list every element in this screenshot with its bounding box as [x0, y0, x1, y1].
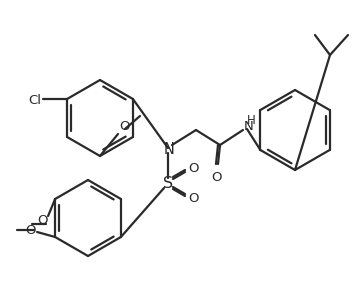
Text: O: O: [212, 171, 222, 184]
Text: H: H: [246, 113, 256, 127]
Text: N: N: [244, 120, 254, 134]
Text: O: O: [188, 192, 199, 204]
Text: O: O: [119, 120, 130, 133]
Text: S: S: [163, 177, 173, 192]
Text: O: O: [188, 163, 199, 175]
Text: Cl: Cl: [28, 94, 41, 106]
Text: N: N: [164, 142, 175, 156]
Text: O: O: [25, 224, 36, 238]
Text: O: O: [38, 214, 48, 228]
